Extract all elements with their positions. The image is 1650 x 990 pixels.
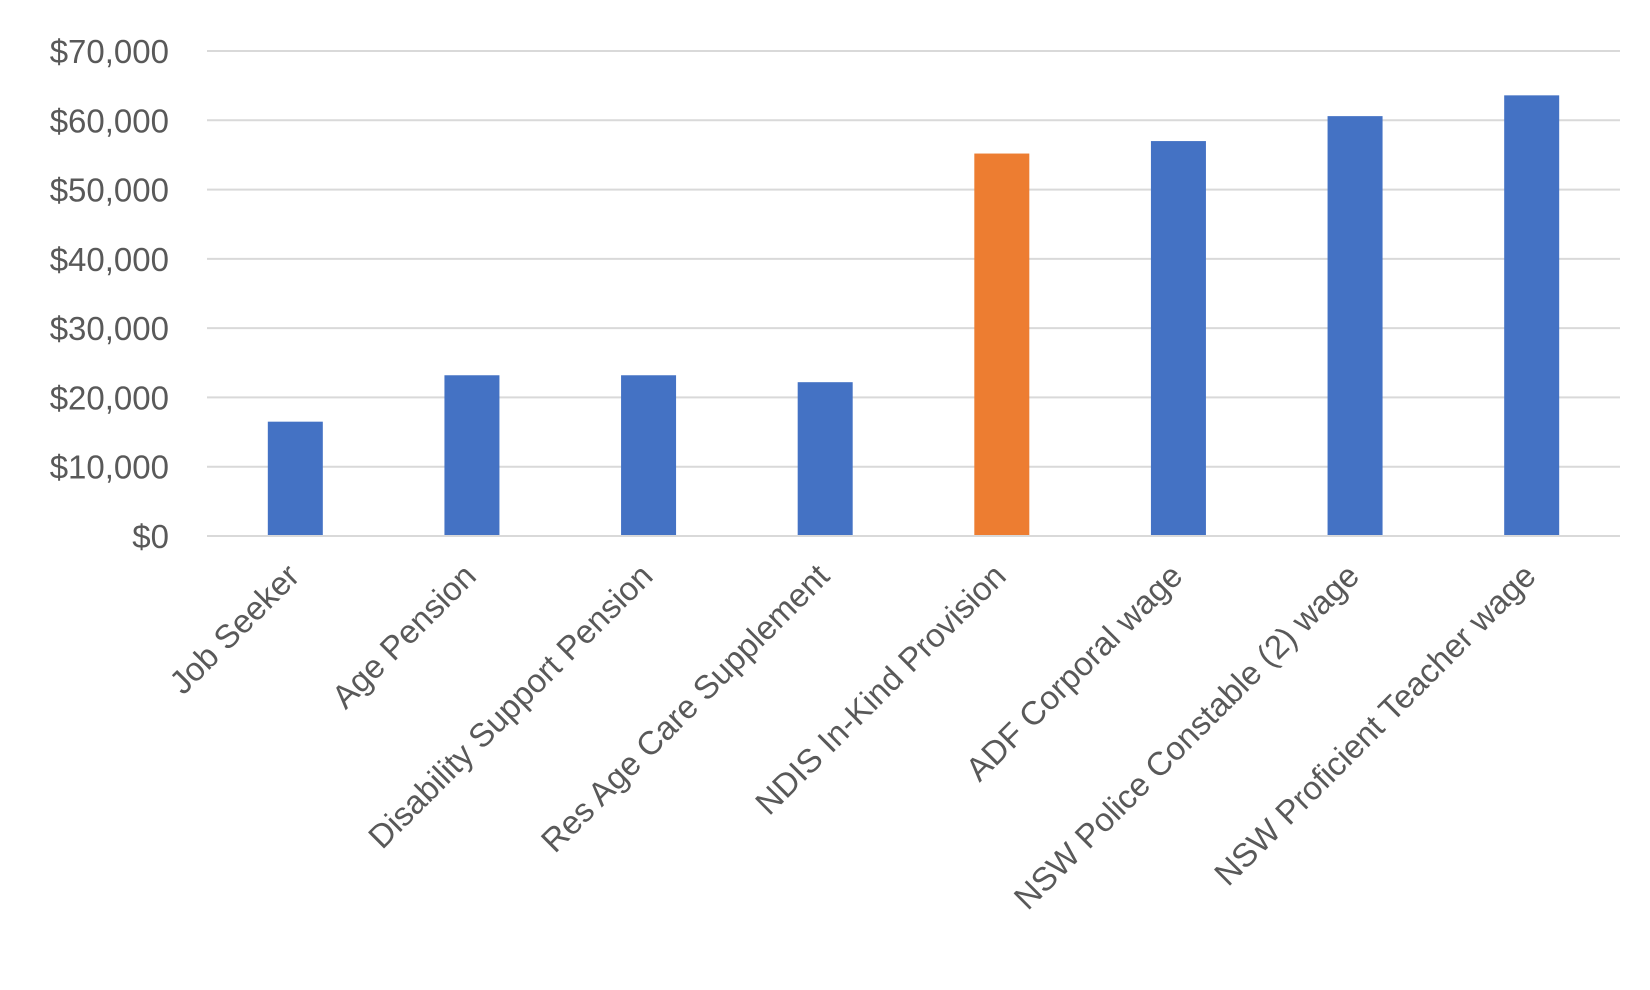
bar: [1150, 141, 1206, 537]
x-category-label: Res Age Care Supplement: [534, 557, 836, 859]
y-tick-label: $0: [132, 518, 169, 555]
y-tick-label: $40,000: [50, 241, 169, 278]
y-tick-label: $70,000: [50, 33, 169, 70]
gridlines: [207, 50, 1620, 468]
x-category-label: Disability Support Pension: [361, 557, 660, 856]
x-category-label: NSW Police Constable (2) wage: [1007, 557, 1366, 916]
x-category-label: NSW Proficient Teacher wage: [1207, 557, 1543, 893]
bar: [1327, 116, 1383, 536]
y-tick-label: $60,000: [50, 102, 169, 139]
bar: [797, 382, 853, 536]
bar: [444, 375, 500, 536]
y-tick-label: $50,000: [50, 172, 169, 209]
bar: [267, 421, 323, 536]
x-category-label: Age Pension: [324, 557, 482, 715]
bar: [621, 375, 677, 536]
y-tick-label: $30,000: [50, 310, 169, 347]
bar: [1504, 95, 1560, 536]
bars: [267, 95, 1560, 537]
y-tick-label: $20,000: [50, 379, 169, 416]
y-tick-label: $10,000: [50, 449, 169, 486]
y-axis-tick-labels: $0 $10,000 $20,000 $30,000 $40,000 $50,000 $60…: [50, 33, 169, 555]
bar: [974, 153, 1030, 537]
x-category-label: Job Seeker: [162, 557, 306, 701]
